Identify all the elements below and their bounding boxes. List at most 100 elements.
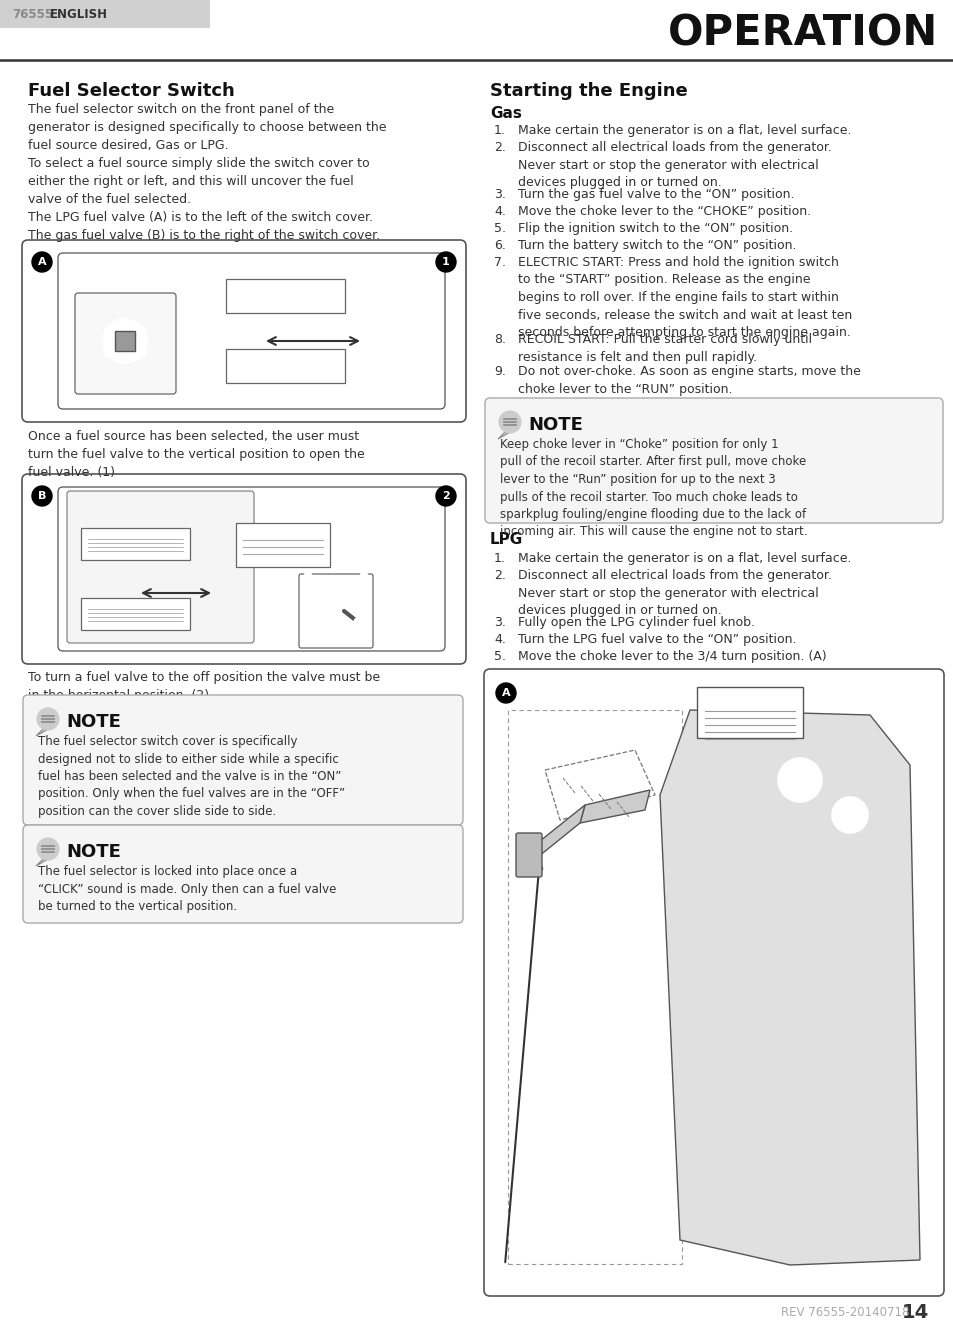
Text: Move the choke lever to the 3/4 turn position. (A): Move the choke lever to the 3/4 turn pos…	[517, 650, 825, 663]
Text: NOTE: NOTE	[66, 843, 121, 862]
Text: 5.: 5.	[494, 221, 505, 235]
Circle shape	[496, 683, 516, 703]
FancyBboxPatch shape	[58, 487, 444, 651]
Text: 14: 14	[901, 1303, 928, 1322]
Text: 1.: 1.	[494, 552, 505, 565]
Text: The fuel selector switch on the front panel of the
generator is designed specifi: The fuel selector switch on the front pa…	[28, 103, 386, 152]
Circle shape	[37, 709, 59, 730]
Circle shape	[498, 411, 520, 433]
FancyBboxPatch shape	[67, 491, 253, 643]
Text: 7.: 7.	[494, 256, 505, 268]
Text: 4.: 4.	[494, 205, 505, 217]
FancyBboxPatch shape	[484, 399, 942, 523]
Text: LPG: LPG	[490, 531, 522, 548]
FancyBboxPatch shape	[23, 695, 462, 825]
Circle shape	[359, 572, 368, 580]
Text: RECOIL START: Pull the starter cord slowly until
resistance is felt and then pul: RECOIL START: Pull the starter cord slow…	[517, 333, 811, 364]
Text: 6.: 6.	[494, 239, 505, 252]
Text: Turn the gas fuel valve to the “ON” position.: Turn the gas fuel valve to the “ON” posi…	[517, 188, 794, 201]
Circle shape	[304, 636, 312, 644]
Polygon shape	[527, 805, 584, 866]
Circle shape	[138, 327, 146, 336]
FancyBboxPatch shape	[226, 279, 345, 313]
Text: 2: 2	[441, 491, 450, 501]
Circle shape	[32, 486, 52, 506]
Text: 9.: 9.	[494, 365, 505, 378]
Polygon shape	[579, 790, 649, 823]
Circle shape	[304, 572, 312, 580]
Text: 76555: 76555	[12, 8, 53, 20]
Text: OPERATION: OPERATION	[667, 13, 937, 55]
Text: 4.: 4.	[494, 633, 505, 646]
FancyBboxPatch shape	[235, 523, 330, 568]
FancyBboxPatch shape	[115, 331, 135, 352]
Polygon shape	[659, 710, 919, 1266]
Text: The fuel selector switch cover is specifically
designed not to slide to either s: The fuel selector switch cover is specif…	[38, 735, 345, 819]
Text: Fully open the LPG cylinder fuel knob.: Fully open the LPG cylinder fuel knob.	[517, 616, 754, 629]
Text: Disconnect all electrical loads from the generator.
Never start or stop the gene: Disconnect all electrical loads from the…	[517, 141, 831, 189]
FancyBboxPatch shape	[22, 240, 465, 421]
Circle shape	[326, 599, 346, 619]
Text: Flip the ignition switch to the “ON” position.: Flip the ignition switch to the “ON” pos…	[517, 221, 792, 235]
Circle shape	[37, 837, 59, 860]
Text: A: A	[38, 258, 47, 267]
Text: Move the choke lever to the “CHOKE” position.: Move the choke lever to the “CHOKE” posi…	[517, 205, 810, 217]
Text: Do not over-choke. As soon as engine starts, move the
choke lever to the “RUN” p: Do not over-choke. As soon as engine sta…	[517, 365, 860, 396]
Circle shape	[138, 349, 146, 357]
Text: To select a fuel source simply slide the switch cover to
either the right or lef: To select a fuel source simply slide the…	[28, 157, 369, 207]
FancyBboxPatch shape	[483, 670, 943, 1296]
Text: 1: 1	[441, 258, 450, 267]
Circle shape	[831, 797, 867, 833]
Text: Fuel Selector Switch: Fuel Selector Switch	[28, 82, 234, 101]
Text: ENGLISH: ENGLISH	[50, 8, 108, 20]
Circle shape	[354, 619, 361, 625]
Text: Once a fuel source has been selected, the user must
turn the fuel valve to the v: Once a fuel source has been selected, th…	[28, 429, 364, 479]
Text: B: B	[38, 491, 46, 501]
Text: ELECTRIC START: Press and hold the ignition switch
to the “START” position. Rele: ELECTRIC START: Press and hold the ignit…	[517, 256, 851, 340]
FancyBboxPatch shape	[75, 293, 175, 395]
Text: 2.: 2.	[494, 141, 505, 154]
Polygon shape	[497, 431, 512, 439]
FancyBboxPatch shape	[81, 527, 190, 560]
Text: NOTE: NOTE	[527, 416, 582, 433]
Text: The LPG fuel valve (A) is to the left of the switch cover.
The gas fuel valve (B: The LPG fuel valve (A) is to the left of…	[28, 211, 379, 242]
Circle shape	[308, 580, 364, 636]
Circle shape	[778, 758, 821, 803]
Text: 3.: 3.	[494, 616, 505, 629]
Text: Make certain the generator is on a flat, level surface.: Make certain the generator is on a flat,…	[517, 552, 851, 565]
FancyBboxPatch shape	[0, 0, 210, 28]
Circle shape	[436, 252, 456, 272]
Circle shape	[104, 327, 112, 336]
Text: Turn the battery switch to the “ON” position.: Turn the battery switch to the “ON” posi…	[517, 239, 796, 252]
Text: The fuel selector is locked into place once a
“CLICK” sound is made. Only then c: The fuel selector is locked into place o…	[38, 866, 336, 913]
Circle shape	[310, 582, 361, 633]
Text: 3.: 3.	[494, 188, 505, 201]
FancyBboxPatch shape	[226, 349, 345, 382]
Text: 1.: 1.	[494, 123, 505, 137]
FancyBboxPatch shape	[23, 825, 462, 923]
Text: 5.: 5.	[494, 650, 505, 663]
Text: Starting the Engine: Starting the Engine	[490, 82, 687, 101]
Circle shape	[436, 486, 456, 506]
FancyBboxPatch shape	[298, 574, 373, 648]
Polygon shape	[36, 858, 50, 866]
Circle shape	[789, 770, 809, 790]
Text: Turn the LPG fuel valve to the “ON” position.: Turn the LPG fuel valve to the “ON” posi…	[517, 633, 796, 646]
Polygon shape	[36, 727, 50, 735]
Text: A: A	[501, 688, 510, 698]
Text: 2.: 2.	[494, 569, 505, 582]
Text: NOTE: NOTE	[66, 713, 121, 731]
FancyBboxPatch shape	[81, 599, 190, 629]
Text: REV 76555-20140718: REV 76555-20140718	[780, 1306, 908, 1318]
Circle shape	[359, 636, 368, 644]
FancyBboxPatch shape	[22, 474, 465, 664]
Text: To turn a fuel valve to the off position the valve must be
in the horizontal pos: To turn a fuel valve to the off position…	[28, 671, 379, 702]
Text: Make certain the generator is on a flat, level surface.: Make certain the generator is on a flat,…	[517, 123, 851, 137]
Text: Gas: Gas	[490, 106, 521, 121]
FancyBboxPatch shape	[516, 833, 541, 878]
Circle shape	[103, 319, 147, 362]
Circle shape	[32, 252, 52, 272]
FancyBboxPatch shape	[697, 687, 802, 738]
Text: 8.: 8.	[494, 333, 505, 346]
Polygon shape	[544, 750, 655, 820]
